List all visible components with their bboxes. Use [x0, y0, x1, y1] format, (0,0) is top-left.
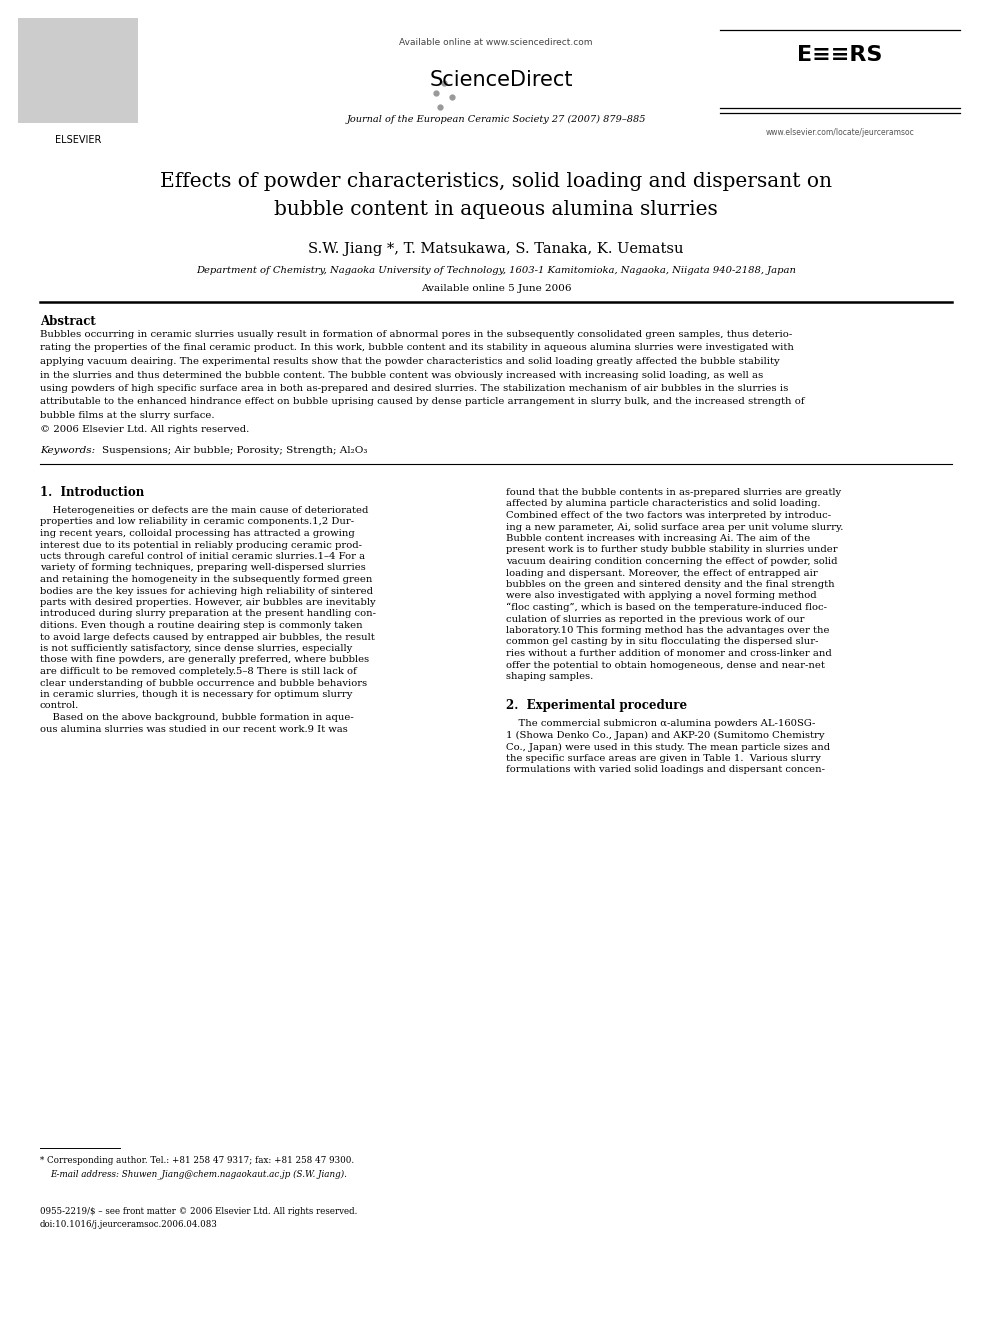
Text: 1.  Introduction: 1. Introduction: [40, 486, 144, 499]
Text: Based on the above background, bubble formation in aque-: Based on the above background, bubble fo…: [40, 713, 354, 722]
Text: Effects of powder characteristics, solid loading and dispersant on: Effects of powder characteristics, solid…: [160, 172, 832, 191]
Text: culation of slurries as reported in the previous work of our: culation of slurries as reported in the …: [506, 614, 805, 623]
Text: Keywords:: Keywords:: [40, 446, 95, 455]
Text: Journal of the European Ceramic Society 27 (2007) 879–885: Journal of the European Ceramic Society …: [346, 115, 646, 124]
Text: are difficult to be removed completely.5–8 There is still lack of: are difficult to be removed completely.5…: [40, 667, 357, 676]
Bar: [18, 19, 138, 123]
Text: ries without a further addition of monomer and cross-linker and: ries without a further addition of monom…: [506, 650, 831, 658]
Text: to avoid large defects caused by entrapped air bubbles, the result: to avoid large defects caused by entrapp…: [40, 632, 375, 642]
Text: those with fine powders, are generally preferred, where bubbles: those with fine powders, are generally p…: [40, 655, 369, 664]
Text: loading and dispersant. Moreover, the effect of entrapped air: loading and dispersant. Moreover, the ef…: [506, 569, 817, 578]
Text: found that the bubble contents in as-prepared slurries are greatly: found that the bubble contents in as-pre…: [506, 488, 841, 497]
Text: 0955-2219/$ – see front matter © 2006 Elsevier Ltd. All rights reserved.: 0955-2219/$ – see front matter © 2006 El…: [40, 1207, 357, 1216]
Text: bubble content in aqueous alumina slurries: bubble content in aqueous alumina slurri…: [274, 200, 718, 220]
Text: The commercial submicron α-alumina powders AL-160SG-: The commercial submicron α-alumina powde…: [506, 720, 815, 729]
Text: in ceramic slurries, though it is necessary for optimum slurry: in ceramic slurries, though it is necess…: [40, 691, 352, 699]
Text: and retaining the homogeneity in the subsequently formed green: and retaining the homogeneity in the sub…: [40, 576, 372, 583]
Text: applying vacuum deairing. The experimental results show that the powder characte: applying vacuum deairing. The experiment…: [40, 357, 780, 366]
Text: bubble films at the slurry surface.: bubble films at the slurry surface.: [40, 411, 214, 419]
Text: Combined effect of the two factors was interpreted by introduc-: Combined effect of the two factors was i…: [506, 511, 831, 520]
Text: present work is to further study bubble stability in slurries under: present work is to further study bubble …: [506, 545, 837, 554]
Text: Bubbles occurring in ceramic slurries usually result in formation of abnormal po: Bubbles occurring in ceramic slurries us…: [40, 329, 793, 339]
Text: rating the properties of the final ceramic product. In this work, bubble content: rating the properties of the final ceram…: [40, 344, 794, 352]
Text: attributable to the enhanced hindrance effect on bubble uprising caused by dense: attributable to the enhanced hindrance e…: [40, 397, 805, 406]
Text: parts with desired properties. However, air bubbles are inevitably: parts with desired properties. However, …: [40, 598, 376, 607]
Text: common gel casting by in situ flocculating the dispersed slur-: common gel casting by in situ flocculati…: [506, 638, 818, 647]
Text: Suspensions; Air bubble; Porosity; Strength; Al₂O₃: Suspensions; Air bubble; Porosity; Stren…: [102, 446, 367, 455]
Text: the specific surface areas are given in Table 1.  Various slurry: the specific surface areas are given in …: [506, 754, 820, 763]
Text: introduced during slurry preparation at the present handling con-: introduced during slurry preparation at …: [40, 610, 376, 618]
Text: © 2006 Elsevier Ltd. All rights reserved.: © 2006 Elsevier Ltd. All rights reserved…: [40, 425, 249, 434]
Text: E-mail address: Shuwen_Jiang@chem.nagaokaut.ac.jp (S.W. Jiang).: E-mail address: Shuwen_Jiang@chem.nagaok…: [50, 1170, 347, 1179]
Text: using powders of high specific surface area in both as-prepared and desired slur: using powders of high specific surface a…: [40, 384, 789, 393]
Text: ing recent years, colloidal processing has attracted a growing: ing recent years, colloidal processing h…: [40, 529, 355, 538]
Text: “floc casting”, which is based on the temperature-induced floc-: “floc casting”, which is based on the te…: [506, 603, 827, 613]
Text: variety of forming techniques, preparing well-dispersed slurries: variety of forming techniques, preparing…: [40, 564, 366, 573]
Text: Abstract: Abstract: [40, 315, 96, 328]
Text: www.elsevier.com/locate/jeurceramsoc: www.elsevier.com/locate/jeurceramsoc: [766, 128, 915, 138]
Text: were also investigated with applying a novel forming method: were also investigated with applying a n…: [506, 591, 816, 601]
Text: * Corresponding author. Tel.: +81 258 47 9317; fax: +81 258 47 9300.: * Corresponding author. Tel.: +81 258 47…: [40, 1156, 354, 1166]
Text: is not sufficiently satisfactory, since dense slurries, especially: is not sufficiently satisfactory, since …: [40, 644, 352, 654]
Text: 2.  Experimental procedure: 2. Experimental procedure: [506, 700, 687, 713]
Text: affected by alumina particle characteristics and solid loading.: affected by alumina particle characteris…: [506, 500, 820, 508]
Text: bodies are the key issues for achieving high reliability of sintered: bodies are the key issues for achieving …: [40, 586, 373, 595]
Text: ucts through careful control of initial ceramic slurries.1–4 For a: ucts through careful control of initial …: [40, 552, 365, 561]
Text: properties and low reliability in ceramic components.1,2 Dur-: properties and low reliability in cerami…: [40, 517, 354, 527]
Text: Bubble content increases with increasing Ai. The aim of the: Bubble content increases with increasing…: [506, 534, 810, 542]
Text: in the slurries and thus determined the bubble content. The bubble content was o: in the slurries and thus determined the …: [40, 370, 763, 380]
Text: laboratory.10 This forming method has the advantages over the: laboratory.10 This forming method has th…: [506, 626, 829, 635]
Text: ELSEVIER: ELSEVIER: [55, 135, 101, 146]
Text: doi:10.1016/j.jeurceramsoc.2006.04.083: doi:10.1016/j.jeurceramsoc.2006.04.083: [40, 1220, 218, 1229]
Text: E≡≡RS: E≡≡RS: [798, 45, 883, 65]
Text: shaping samples.: shaping samples.: [506, 672, 593, 681]
Text: Heterogeneities or defects are the main cause of deteriorated: Heterogeneities or defects are the main …: [40, 505, 368, 515]
Text: S.W. Jiang *, T. Matsukawa, S. Tanaka, K. Uematsu: S.W. Jiang *, T. Matsukawa, S. Tanaka, K…: [309, 242, 683, 255]
Text: clear understanding of bubble occurrence and bubble behaviors: clear understanding of bubble occurrence…: [40, 679, 367, 688]
Text: Available online at www.sciencedirect.com: Available online at www.sciencedirect.co…: [399, 38, 593, 48]
Text: ing a new parameter, Ai, solid surface area per unit volume slurry.: ing a new parameter, Ai, solid surface a…: [506, 523, 843, 532]
Text: 1 (Showa Denko Co., Japan) and AKP-20 (Sumitomo Chemistry: 1 (Showa Denko Co., Japan) and AKP-20 (S…: [506, 732, 824, 740]
Text: ous alumina slurries was studied in our recent work.9 It was: ous alumina slurries was studied in our …: [40, 725, 348, 733]
Text: control.: control.: [40, 701, 79, 710]
Text: offer the potential to obtain homogeneous, dense and near-net: offer the potential to obtain homogeneou…: [506, 660, 825, 669]
Text: interest due to its potential in reliably producing ceramic prod-: interest due to its potential in reliabl…: [40, 541, 362, 549]
Text: Available online 5 June 2006: Available online 5 June 2006: [421, 284, 571, 292]
Text: vacuum deairing condition concerning the effect of powder, solid: vacuum deairing condition concerning the…: [506, 557, 837, 566]
Text: bubbles on the green and sintered density and the final strength: bubbles on the green and sintered densit…: [506, 579, 834, 589]
Text: Department of Chemistry, Nagaoka University of Technology, 1603-1 Kamitomioka, N: Department of Chemistry, Nagaoka Univers…: [196, 266, 796, 275]
Text: ditions. Even though a routine deairing step is commonly taken: ditions. Even though a routine deairing …: [40, 620, 363, 630]
Text: formulations with varied solid loadings and dispersant concen-: formulations with varied solid loadings …: [506, 766, 825, 774]
Text: Co., Japan) were used in this study. The mean particle sizes and: Co., Japan) were used in this study. The…: [506, 742, 830, 751]
Text: ScienceDirect: ScienceDirect: [430, 70, 572, 90]
